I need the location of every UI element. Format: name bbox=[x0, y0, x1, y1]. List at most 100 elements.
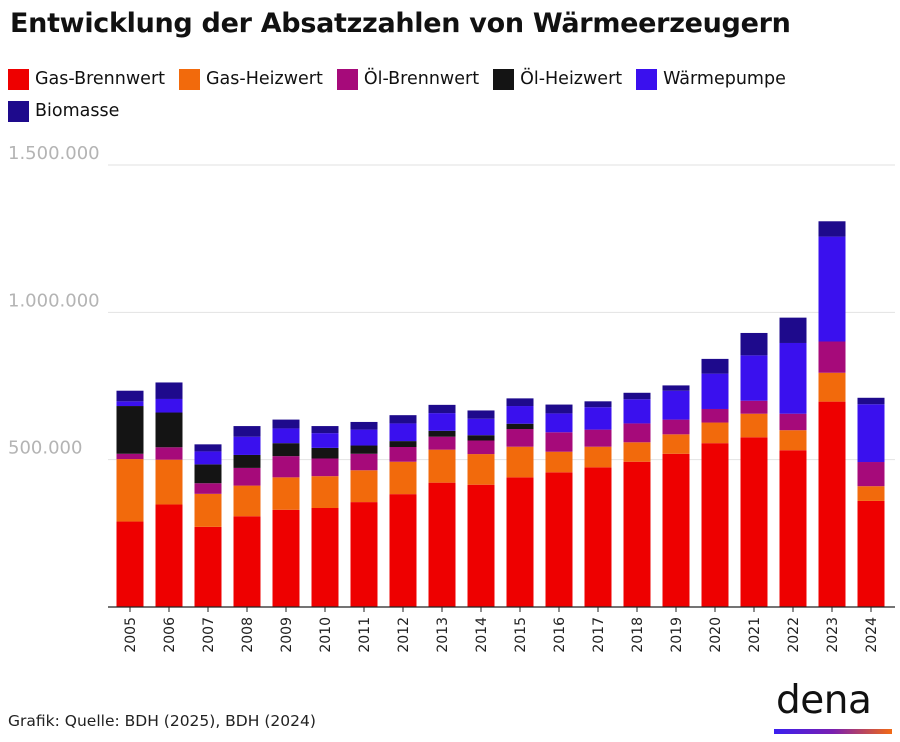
bar-segment-2013-gas-heizwert bbox=[428, 449, 456, 483]
legend-label: Öl-Brennwert bbox=[363, 69, 480, 89]
bar-segment-2013-öl-heizwert bbox=[428, 430, 456, 437]
bar-segment-2008-öl-brennwert bbox=[233, 467, 261, 486]
bar-segment-2019-öl-brennwert bbox=[662, 419, 690, 435]
bar-segment-2010-biomasse bbox=[311, 426, 339, 434]
bar-segment-2010-öl-brennwert bbox=[311, 458, 339, 477]
bar-segment-2022-öl-brennwert bbox=[779, 413, 807, 431]
chart-title: Entwicklung der Absatzzahlen von Wärmeer… bbox=[10, 8, 791, 39]
legend-swatch bbox=[179, 68, 200, 90]
legend-swatch bbox=[8, 100, 29, 122]
bar-segment-2022-wärmepumpe bbox=[779, 342, 807, 414]
bar-segment-2007-öl-brennwert bbox=[194, 483, 222, 494]
bar-segment-2008-wärmepumpe bbox=[233, 436, 261, 455]
logo-text: dena bbox=[776, 678, 872, 723]
bar-segment-2015-gas-brennwert bbox=[506, 477, 534, 607]
bar-segment-2009-biomasse bbox=[272, 419, 300, 429]
source-note: Grafik: Quelle: BDH (2025), BDH (2024) bbox=[8, 712, 316, 730]
bar-segment-2021-biomasse bbox=[740, 332, 768, 356]
bar-segment-2012-gas-heizwert bbox=[389, 461, 417, 495]
bar-segment-2006-öl-brennwert bbox=[155, 447, 183, 460]
legend-item-gas-heizwert: Gas-Heizwert bbox=[179, 66, 323, 92]
legend-label: Biomasse bbox=[35, 101, 120, 121]
bar-segment-2010-wärmepumpe bbox=[311, 433, 339, 448]
bar-segment-2021-gas-heizwert bbox=[740, 413, 768, 438]
legend-label: Wärmepumpe bbox=[663, 69, 786, 89]
x-tick-label: 2008 bbox=[240, 617, 256, 653]
legend-swatch bbox=[636, 68, 658, 90]
bar-segment-2019-wärmepumpe bbox=[662, 390, 690, 420]
bar-segment-2023-gas-heizwert bbox=[818, 372, 846, 402]
bar-segment-2014-biomasse bbox=[467, 410, 495, 419]
bar-segment-2020-biomasse bbox=[701, 358, 729, 374]
x-tick-label: 2015 bbox=[513, 617, 529, 653]
bar-segment-2020-wärmepumpe bbox=[701, 373, 729, 409]
bar-segment-2005-gas-heizwert bbox=[116, 459, 144, 522]
bar-segment-2009-gas-heizwert bbox=[272, 477, 300, 510]
legend-item-öl-brennwert: Öl-Brennwert bbox=[336, 66, 480, 92]
bar-segment-2016-öl-brennwert bbox=[545, 432, 573, 452]
x-tick-label: 2007 bbox=[201, 617, 217, 653]
x-tick-label: 2021 bbox=[747, 617, 763, 653]
y-tick-label: 500.000 bbox=[8, 438, 82, 459]
bar-segment-2012-gas-brennwert bbox=[389, 494, 417, 607]
bar-segment-2007-biomasse bbox=[194, 444, 222, 452]
legend-item-biomasse: Biomasse bbox=[8, 98, 119, 124]
bar-segment-2007-öl-heizwert bbox=[194, 464, 222, 484]
x-tick-label: 2010 bbox=[318, 617, 334, 653]
bar-segment-2008-gas-brennwert bbox=[233, 516, 261, 607]
legend-item-öl-heizwert: Öl-Heizwert bbox=[493, 66, 622, 92]
bar-segment-2024-gas-brennwert bbox=[857, 500, 885, 607]
bar-segment-2019-gas-brennwert bbox=[662, 453, 690, 607]
x-tick-label: 2024 bbox=[864, 617, 880, 653]
bar-segment-2020-gas-brennwert bbox=[701, 443, 729, 607]
bar-segment-2019-gas-heizwert bbox=[662, 434, 690, 454]
legend-swatch bbox=[8, 68, 29, 90]
bar-segment-2015-öl-brennwert bbox=[506, 429, 534, 447]
bar-segment-2014-gas-brennwert bbox=[467, 484, 495, 607]
bar-segment-2011-biomasse bbox=[350, 421, 378, 430]
bar-segment-2018-biomasse bbox=[623, 392, 651, 400]
bar-segment-2005-öl-brennwert bbox=[116, 453, 144, 460]
bar-segment-2022-gas-heizwert bbox=[779, 430, 807, 451]
bar-segment-2017-öl-brennwert bbox=[584, 429, 612, 447]
dena-logo: dena bbox=[774, 678, 894, 734]
x-tick-label: 2023 bbox=[825, 617, 841, 653]
bar-segment-2017-wärmepumpe bbox=[584, 407, 612, 430]
x-tick-label: 2022 bbox=[786, 617, 802, 653]
bar-segment-2024-gas-heizwert bbox=[857, 486, 885, 501]
bar-segment-2015-öl-heizwert bbox=[506, 423, 534, 430]
legend-label: Gas-Heizwert bbox=[206, 69, 323, 89]
bar-segment-2010-gas-brennwert bbox=[311, 507, 339, 607]
bar-segment-2023-gas-brennwert bbox=[818, 401, 846, 607]
bar-segment-2008-gas-heizwert bbox=[233, 485, 261, 517]
bar-segment-2012-biomasse bbox=[389, 415, 417, 424]
bar-segment-2016-wärmepumpe bbox=[545, 413, 573, 433]
y-tick-label: 1.500.000 bbox=[8, 143, 100, 164]
logo-gradient-bar bbox=[774, 729, 892, 734]
bar-segment-2022-biomasse bbox=[779, 317, 807, 343]
x-tick-label: 2020 bbox=[708, 617, 724, 653]
bar-segment-2005-gas-brennwert bbox=[116, 521, 144, 607]
bar-segment-2024-biomasse bbox=[857, 397, 885, 405]
bar-segment-2006-gas-heizwert bbox=[155, 459, 183, 505]
bar-segment-2015-biomasse bbox=[506, 398, 534, 407]
bar-segment-2018-gas-brennwert bbox=[623, 461, 651, 607]
x-tick-label: 2005 bbox=[123, 617, 139, 653]
bar-segment-2009-wärmepumpe bbox=[272, 428, 300, 444]
x-tick-label: 2013 bbox=[435, 617, 451, 653]
x-tick-label: 2016 bbox=[552, 617, 568, 653]
bar-segment-2021-öl-brennwert bbox=[740, 400, 768, 414]
x-tick-label: 2017 bbox=[591, 617, 607, 653]
bar-segment-2017-biomasse bbox=[584, 401, 612, 408]
bar-segment-2017-gas-heizwert bbox=[584, 446, 612, 468]
bar-segment-2018-wärmepumpe bbox=[623, 399, 651, 424]
bar-segment-2023-biomasse bbox=[818, 221, 846, 237]
bar-segment-2010-öl-heizwert bbox=[311, 447, 339, 459]
bar-segment-2007-gas-brennwert bbox=[194, 526, 222, 607]
bar-segment-2013-biomasse bbox=[428, 404, 456, 414]
bar-segment-2015-gas-heizwert bbox=[506, 446, 534, 478]
x-tick-label: 2014 bbox=[474, 617, 490, 653]
bar-segment-2018-öl-brennwert bbox=[623, 423, 651, 443]
x-tick-label: 2011 bbox=[357, 617, 373, 653]
